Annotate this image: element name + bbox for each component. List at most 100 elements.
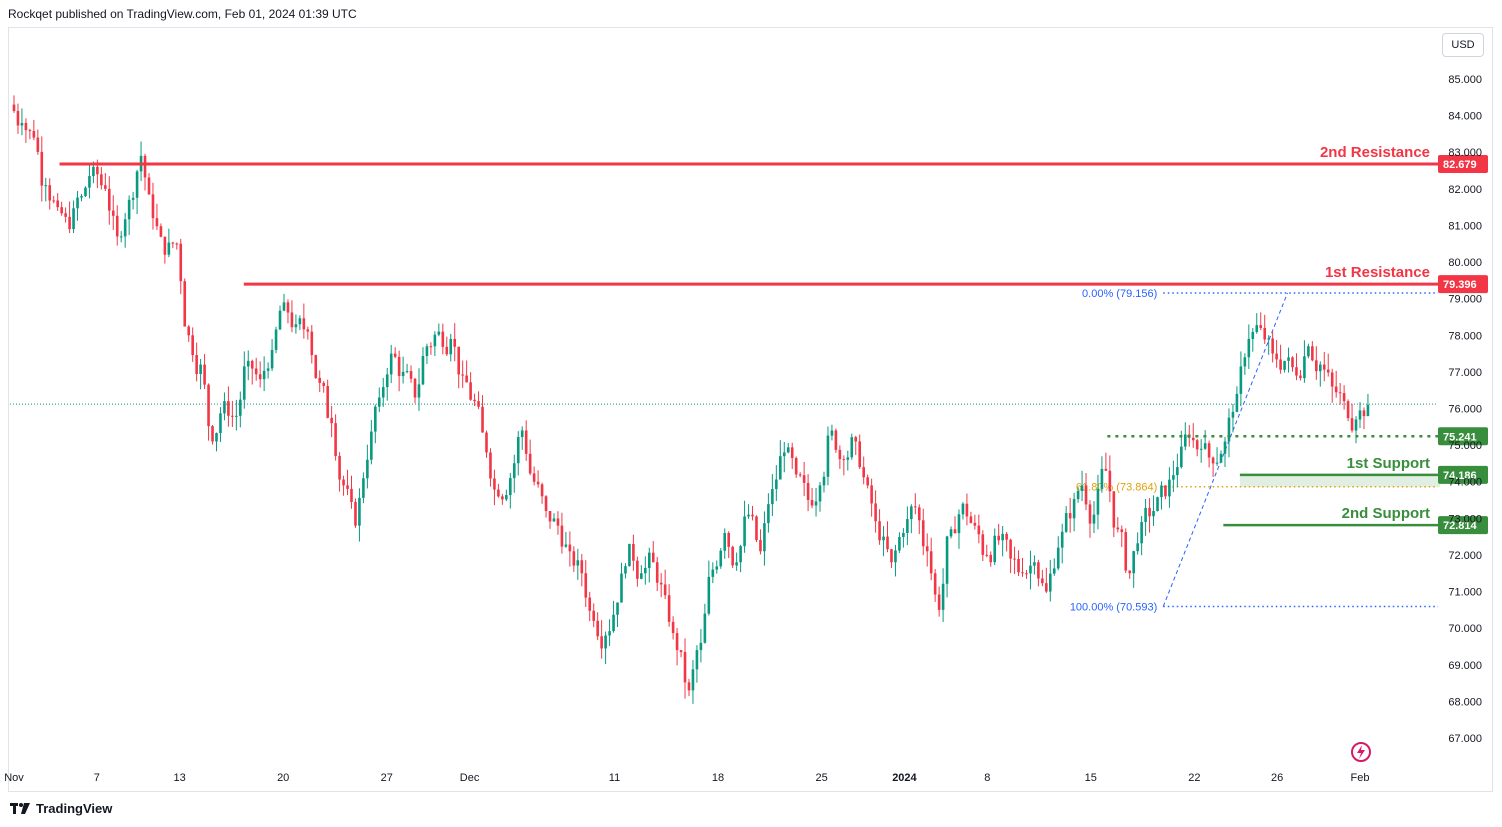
candle-body xyxy=(1247,338,1251,358)
candle-body xyxy=(1060,531,1064,548)
candle-body xyxy=(739,546,742,563)
candle-body xyxy=(1283,360,1286,370)
candle-body xyxy=(342,479,345,486)
candle-body xyxy=(219,413,222,434)
candle-body xyxy=(171,242,175,244)
candle-body xyxy=(175,243,179,245)
candle-body xyxy=(965,503,969,517)
candle-body xyxy=(1180,446,1183,468)
candle-body xyxy=(493,478,496,490)
candle-body xyxy=(1326,369,1330,373)
candle-body xyxy=(655,562,659,583)
candle-body xyxy=(151,194,155,219)
candle-body xyxy=(227,401,230,416)
candle-body xyxy=(644,567,647,574)
x-tick-label: 27 xyxy=(381,772,393,784)
support-zone-band xyxy=(1239,474,1440,487)
candle-body xyxy=(878,521,881,541)
candle-body xyxy=(437,331,441,335)
candle-body xyxy=(520,430,524,437)
candle-body xyxy=(747,514,750,517)
candle-body xyxy=(1354,419,1358,431)
candle-body xyxy=(1064,513,1068,532)
candle-body xyxy=(1156,497,1159,512)
candle-body xyxy=(258,374,262,380)
x-tick-label: 22 xyxy=(1188,772,1200,784)
level-name: 2nd Support xyxy=(1342,505,1430,522)
candle-body xyxy=(779,456,782,480)
candle-body xyxy=(695,650,699,670)
candle-body xyxy=(32,131,36,138)
candle-body xyxy=(687,682,691,691)
candle-body xyxy=(516,436,520,464)
y-tick-label: 83.000 xyxy=(1448,147,1482,159)
candle-body xyxy=(421,356,425,385)
candle-body xyxy=(572,551,576,566)
candle-body xyxy=(1322,364,1326,370)
tradingview-logo-icon xyxy=(10,802,30,814)
candle-body xyxy=(24,122,28,131)
candle-body xyxy=(699,642,703,651)
candle-body xyxy=(401,371,405,377)
candle-body xyxy=(906,519,909,533)
candle-body xyxy=(203,364,206,385)
candle-body xyxy=(663,584,667,596)
candle-body xyxy=(846,457,850,460)
candle-body xyxy=(445,346,449,355)
candle-body xyxy=(1033,562,1036,566)
level-price-label: 79.396 xyxy=(1443,279,1477,291)
candle-body xyxy=(1330,372,1334,387)
candle-body xyxy=(322,382,325,387)
candle-body xyxy=(223,401,226,414)
candle-body xyxy=(417,384,421,398)
candle-body xyxy=(1013,558,1016,560)
candle-body xyxy=(1009,539,1012,559)
y-tick-label: 73.000 xyxy=(1448,513,1482,525)
candle-body xyxy=(286,302,290,313)
candle-body xyxy=(1100,468,1104,489)
candle-body xyxy=(1152,511,1155,517)
candle-body xyxy=(381,387,385,398)
candle-body xyxy=(604,635,607,649)
candle-body xyxy=(1072,499,1076,519)
candle-body xyxy=(814,501,818,506)
candle-body xyxy=(524,430,528,454)
level-name: 1st Support xyxy=(1347,455,1430,472)
candle-body xyxy=(1025,573,1028,575)
y-tick-label: 80.000 xyxy=(1448,257,1482,269)
candle-body xyxy=(505,495,508,500)
candle-body xyxy=(1172,475,1175,480)
candle-body xyxy=(667,595,671,622)
candle-body xyxy=(1092,514,1096,524)
fib-level-label: 100.00% (70.593) xyxy=(1070,601,1157,613)
candle-body xyxy=(822,476,826,486)
candle-body xyxy=(449,338,453,355)
level-name: 2nd Resistance xyxy=(1320,144,1430,161)
candle-body xyxy=(719,550,723,567)
x-tick-label: 18 xyxy=(712,772,724,784)
candle-body xyxy=(290,312,294,328)
y-tick-label: 78.000 xyxy=(1448,330,1482,342)
candle-body xyxy=(100,174,103,186)
lightning-icon[interactable] xyxy=(1350,741,1372,763)
candle-body xyxy=(44,185,48,187)
candle-body xyxy=(68,216,71,230)
candle-body xyxy=(628,543,631,567)
candle-body xyxy=(882,536,885,541)
candle-body xyxy=(199,364,202,374)
candle-body xyxy=(961,503,965,515)
candle-body xyxy=(985,554,989,556)
candle-body xyxy=(107,188,111,211)
fib-level-label: 61.80% (73.864) xyxy=(1076,482,1157,494)
tradingview-footer[interactable]: TradingView xyxy=(10,801,112,816)
candle-body xyxy=(723,532,727,551)
candle-body xyxy=(640,573,643,579)
candle-body xyxy=(810,500,814,506)
y-tick-label: 68.000 xyxy=(1448,696,1482,708)
candle-body xyxy=(254,368,258,375)
candle-body xyxy=(790,447,794,459)
candle-body xyxy=(751,514,754,517)
candle-body xyxy=(886,536,889,550)
currency-selector[interactable]: USD xyxy=(1442,33,1484,57)
